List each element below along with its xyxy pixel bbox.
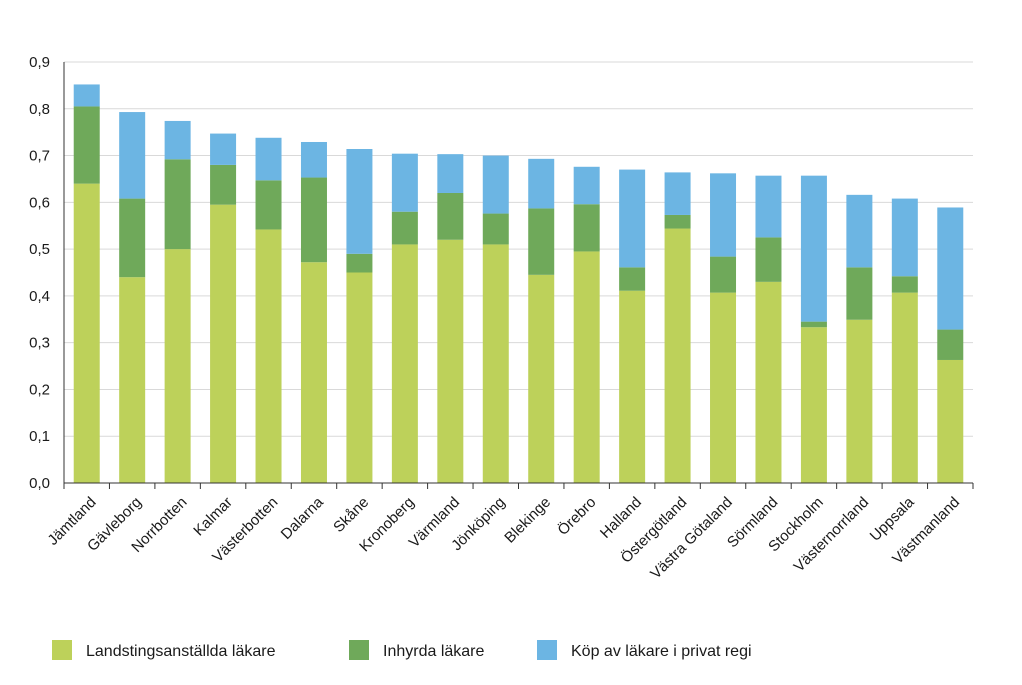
bar-segment — [710, 292, 737, 483]
bar-segment — [891, 292, 918, 483]
axes — [63, 62, 974, 489]
bar-segment — [482, 213, 509, 245]
bar-segment — [573, 204, 600, 252]
bar-segment — [755, 175, 782, 238]
bar-segment — [391, 211, 418, 245]
x-tick-label: Västra Götaland — [647, 494, 736, 583]
y-tick-label: 0,9 — [29, 54, 50, 71]
bar-segment — [119, 198, 146, 278]
bar-segment — [755, 281, 782, 483]
bar-segment — [664, 228, 691, 483]
x-tick-label: Dalarna — [278, 493, 328, 543]
bar-segment — [664, 172, 691, 215]
bar-segment — [437, 239, 464, 483]
y-tick-label: 0,4 — [29, 288, 50, 305]
bar-segment — [937, 329, 964, 360]
y-tick-label: 0,7 — [29, 148, 50, 165]
bar-segment — [391, 153, 418, 212]
bar-segment — [437, 154, 464, 193]
bar-segment — [119, 112, 146, 199]
bar-segment — [937, 207, 964, 330]
bar-segment — [528, 208, 555, 275]
legend-swatch — [52, 640, 72, 660]
bar-segment — [300, 177, 327, 263]
y-tick-label: 0,5 — [29, 241, 50, 258]
bar-segment — [255, 229, 282, 483]
bar-segment — [846, 319, 873, 483]
bar-segment — [619, 169, 646, 268]
bar-segment — [891, 198, 918, 277]
bar-segment — [346, 149, 373, 254]
bar-segment — [619, 290, 646, 483]
bar-segment — [164, 120, 191, 160]
bar-segment — [710, 256, 737, 293]
bar-segment — [619, 267, 646, 291]
bar-segment — [164, 159, 191, 250]
bar-segment — [73, 106, 100, 184]
bar-segment — [119, 277, 146, 483]
bar-segment — [255, 137, 282, 181]
y-tick-label: 0,8 — [29, 101, 50, 118]
bar-segment — [846, 194, 873, 268]
legend-label: Inhyrda läkare — [383, 643, 484, 660]
bar-segment — [482, 244, 509, 483]
bar-segment — [210, 164, 237, 205]
y-tick-label: 0,6 — [29, 194, 50, 211]
bar-segment — [346, 272, 373, 483]
y-tick-label: 0,3 — [29, 335, 50, 352]
legend-swatch — [537, 640, 557, 660]
bar-segment — [164, 249, 191, 483]
bar-segment — [437, 192, 464, 240]
bar-segment — [800, 175, 827, 322]
bar-segment — [73, 183, 100, 483]
x-tick-label: Blekinge — [501, 494, 554, 547]
bar-segment — [210, 133, 237, 165]
bar-segment — [755, 237, 782, 282]
y-tick-label: 0,0 — [29, 475, 50, 492]
x-tick-label: Skåne — [330, 494, 372, 536]
legend: Landstingsanställda läkare Inhyrda läkare… — [52, 640, 752, 660]
bar-segment — [528, 158, 555, 209]
bar-segment — [210, 204, 237, 483]
legend-label: Köp av läkare i privat regi — [571, 643, 752, 660]
bar-segment — [664, 214, 691, 229]
bar-segment — [891, 276, 918, 293]
x-tick-label: Kalmar — [190, 494, 236, 540]
bar-segment — [573, 166, 600, 205]
bar-segment — [937, 359, 964, 483]
bar-segment — [800, 327, 827, 483]
bar-segment — [710, 173, 737, 257]
y-tick-label: 0,1 — [29, 428, 50, 445]
grid-lines — [64, 61, 973, 437]
bar-segment — [482, 155, 509, 214]
bar-segment — [528, 274, 555, 483]
bar-segment — [300, 262, 327, 483]
x-tick-label: Örebro — [554, 493, 600, 539]
bar-segment — [346, 253, 373, 273]
legend-label: Landstingsanställda läkare — [86, 643, 276, 660]
bars — [73, 84, 964, 483]
bar-segment — [300, 141, 327, 178]
bar-segment — [800, 321, 827, 328]
y-tick-label: 0,2 — [29, 381, 50, 398]
bar-segment — [573, 251, 600, 483]
y-tick-labels: 0,0 0,1 0,2 0,3 0,4 0,5 0,6 0,7 0,8 0,9 — [29, 54, 50, 492]
legend-swatch — [349, 640, 369, 660]
bar-segment — [391, 244, 418, 483]
bar-segment — [846, 267, 873, 320]
bar-segment — [255, 180, 282, 230]
bar-segment — [73, 84, 100, 107]
